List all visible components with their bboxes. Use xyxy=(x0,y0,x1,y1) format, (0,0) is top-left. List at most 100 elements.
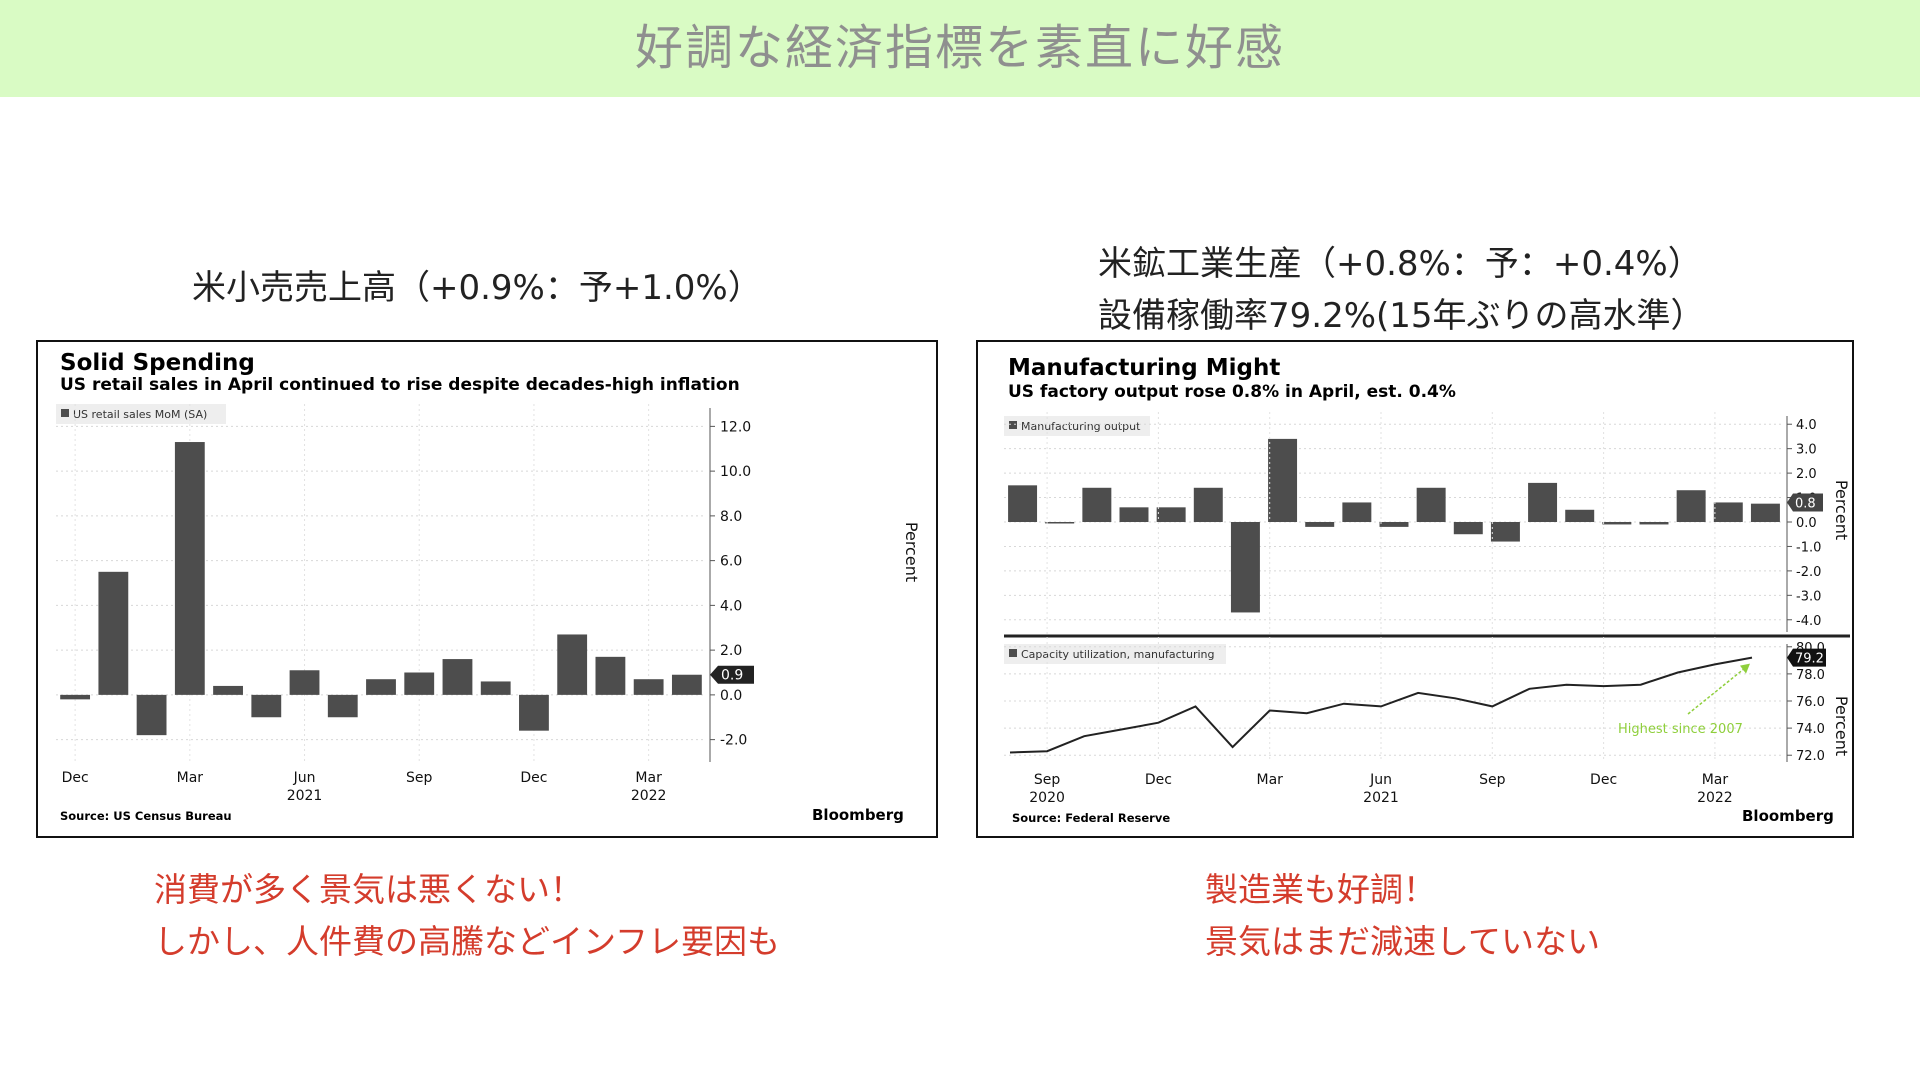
manufacturing-bar xyxy=(1490,522,1520,542)
retail-sales-caption: 米小売売上高（+0.9%：予+1.0%） xyxy=(192,268,762,308)
y-axis-label-capacity: Percent xyxy=(1832,696,1851,756)
retail-sales-bar xyxy=(480,681,511,695)
manufacturing-chart-panel: Manufacturing Might US factory output ro… xyxy=(976,340,1854,838)
y-tick-label: 0.0 xyxy=(1796,516,1817,531)
x-tick-label: Jun xyxy=(1369,772,1392,788)
comment-line-1: 消費が多く景気は悪くない！ xyxy=(154,870,583,909)
manufacturing-bar xyxy=(1193,487,1223,522)
x-tick-label: Mar xyxy=(177,770,204,786)
manufacturing-bar xyxy=(1082,487,1112,522)
slide-title: 好調な経済指標を素直に好感 xyxy=(634,20,1285,76)
y-tick-label: 4.0 xyxy=(720,598,742,614)
x-tick-label: Dec xyxy=(520,770,547,786)
retail-sales-bar xyxy=(213,685,243,695)
y-tick-label: 74.0 xyxy=(1796,722,1825,737)
manufacturing-bar xyxy=(1416,487,1446,522)
title-banner xyxy=(0,0,1920,97)
last-value-label: 79.2 xyxy=(1795,652,1824,667)
chart-title: Solid Spending xyxy=(60,350,255,376)
retail-sales-bar xyxy=(60,694,91,700)
source-note: Source: Federal Reserve xyxy=(1012,811,1170,825)
y-tick-label: 10.0 xyxy=(720,464,751,480)
x-year-label: 2022 xyxy=(1697,790,1733,806)
legend-label: US retail sales MoM (SA) xyxy=(73,408,207,421)
retail-sales-chart-panel: Solid Spending US retail sales in April … xyxy=(36,340,938,838)
retail-sales-bar xyxy=(633,679,664,695)
manufacturing-bar xyxy=(1305,522,1335,527)
x-tick-label: Dec xyxy=(62,770,89,786)
last-value-badge xyxy=(1787,648,1826,667)
x-year-label: 2021 xyxy=(1363,790,1399,806)
annotation-arrow xyxy=(1687,665,1749,715)
legend-swatch-output xyxy=(1009,421,1017,429)
legend-box xyxy=(56,404,226,424)
legend-swatch-capacity xyxy=(1009,649,1017,657)
x-year-label: 2020 xyxy=(1029,790,1065,806)
y-tick-label: -3.0 xyxy=(1796,589,1821,604)
last-value-label: 0.8 xyxy=(1795,496,1816,511)
retail-sales-bar xyxy=(251,694,282,718)
x-year-label: 2022 xyxy=(631,788,667,804)
y-tick-label: -2.0 xyxy=(720,733,747,749)
y-tick-label: 78.0 xyxy=(1796,668,1825,683)
manufacturing-comment: 製造業も好調！ 景気はまだ減速していない xyxy=(1205,864,1600,968)
source-note: Source: US Census Bureau xyxy=(60,809,232,823)
manufacturing-bar xyxy=(1230,522,1260,613)
manufacturing-bar xyxy=(1602,522,1632,525)
x-tick-label: Dec xyxy=(1145,772,1172,788)
retail-sales-bar xyxy=(519,694,549,731)
legend-box-capacity xyxy=(1004,644,1226,664)
industrial-production-caption: 米鉱工業生産（+0.8%：予：+0.4%） xyxy=(1098,244,1702,284)
manufacturing-bar xyxy=(1008,485,1038,522)
brand-label: Bloomberg xyxy=(812,806,904,824)
x-tick-label: Jun xyxy=(293,770,316,786)
comment-line-2: しかし、人件費の高騰などインフレ要因も xyxy=(154,922,781,961)
retail-sales-bar xyxy=(557,634,588,695)
y-tick-label: -1.0 xyxy=(1796,540,1821,555)
chart-subtitle: US factory output rose 0.8% in April, es… xyxy=(1008,382,1456,402)
x-year-label: 2021 xyxy=(287,788,323,804)
chart-subtitle: US retail sales in April continued to ri… xyxy=(60,375,740,395)
y-tick-label: -2.0 xyxy=(1796,565,1821,580)
y-axis-label: Percent xyxy=(902,522,921,582)
y-tick-label: 72.0 xyxy=(1796,749,1825,764)
manufacturing-bar xyxy=(1045,522,1075,524)
y-tick-label: 2.0 xyxy=(720,643,742,659)
retail-sales-bar xyxy=(98,571,129,695)
manufacturing-bar xyxy=(1565,509,1595,522)
retail-sales-bar xyxy=(595,656,626,695)
retail-sales-bar xyxy=(136,694,167,736)
y-tick-label: 8.0 xyxy=(720,509,742,525)
retail-sales-bar xyxy=(671,674,702,695)
x-tick-label: Dec xyxy=(1590,772,1617,788)
x-tick-label: Mar xyxy=(1702,772,1729,788)
x-tick-label: Mar xyxy=(635,770,662,786)
legend-box-output xyxy=(1004,416,1150,436)
manufacturing-bar xyxy=(1528,482,1558,522)
y-tick-label: 4.0 xyxy=(1796,418,1817,433)
y-tick-label: -4.0 xyxy=(1796,614,1821,629)
manufacturing-bar xyxy=(1119,507,1149,522)
manufacturing-bar xyxy=(1268,438,1298,522)
brand-label: Bloomberg xyxy=(1742,807,1834,825)
retail-sales-bar xyxy=(442,659,473,695)
retail-sales-bar xyxy=(366,679,396,695)
capacity-utilization-caption: 設備稼働率79.2%(15年ぶりの高水準） xyxy=(1098,296,1705,336)
x-tick-label: Mar xyxy=(1256,772,1283,788)
capacity-utilization-line xyxy=(1009,656,1753,754)
retail-sales-bar xyxy=(327,694,358,718)
manufacturing-bar xyxy=(1342,502,1372,522)
last-value-label: 0.9 xyxy=(721,668,743,684)
legend-label-capacity: Capacity utilization, manufacturing xyxy=(1021,648,1214,661)
last-value-badge xyxy=(1787,493,1823,512)
manufacturing-bar xyxy=(1676,490,1706,522)
annotation-text: Highest since 2007 xyxy=(1618,722,1743,737)
retail-sales-comment: 消費が多く景気は悪くない！ しかし、人件費の高騰などインフレ要因も xyxy=(154,864,780,968)
manufacturing-chart: Manufacturing Might US factory output ro… xyxy=(1004,355,1851,825)
legend-label-output: Manufacturing output xyxy=(1021,420,1141,433)
y-axis-label-output: Percent xyxy=(1832,480,1851,540)
last-value-badge xyxy=(710,665,754,684)
manufacturing-bar xyxy=(1453,522,1483,535)
y-tick-label: 3.0 xyxy=(1796,443,1817,458)
y-tick-label: 12.0 xyxy=(720,419,751,435)
